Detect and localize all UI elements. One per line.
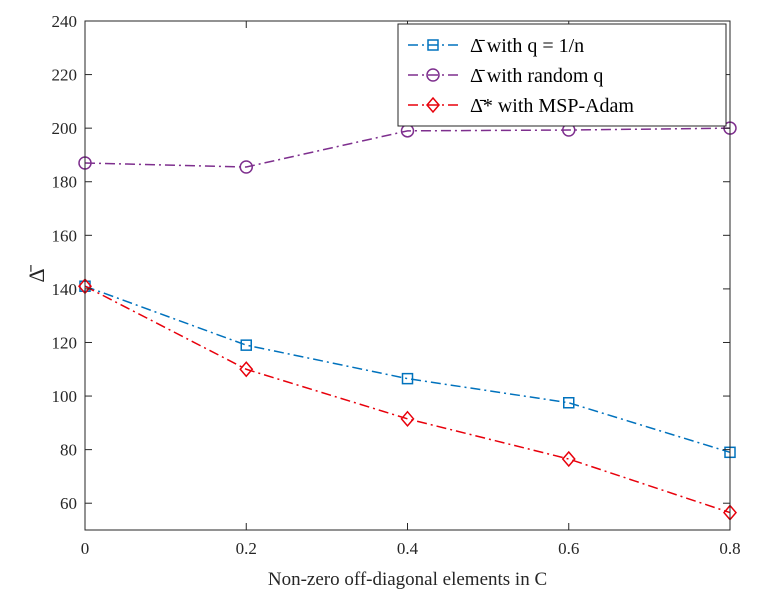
legend-item: Δ̄ with random q	[408, 65, 603, 87]
y-tick-label: 240	[52, 12, 78, 31]
legend-label: Δ̄ with q = 1/n	[470, 35, 584, 57]
series-line	[84, 285, 731, 454]
x-tick-label: 0.4	[397, 539, 419, 558]
y-tick-label: 200	[52, 119, 78, 138]
x-axis-label: Non-zero off-diagonal elements in C	[268, 569, 547, 590]
legend-marker-square	[427, 39, 439, 51]
y-tick-label: 160	[52, 226, 78, 245]
data-point-circle	[239, 160, 253, 174]
legend-label: Δ̄ with random q	[470, 65, 603, 87]
series-line	[84, 285, 731, 514]
y-tick-label: 120	[52, 333, 78, 352]
legend-marker-circle	[426, 68, 440, 82]
data-point-square	[401, 372, 414, 385]
x-tick-label: 0.6	[558, 539, 579, 558]
data-point-diamond	[400, 410, 415, 427]
series-line	[84, 127, 731, 168]
y-tick-label: 220	[52, 66, 78, 85]
data-point-diamond	[239, 361, 254, 378]
series-layer	[78, 121, 737, 521]
legend-marker-diamond	[426, 96, 440, 114]
data-point-square	[563, 397, 575, 409]
legend-item: Δ̄ with q = 1/n	[408, 35, 584, 57]
series-2	[78, 121, 737, 174]
y-tick-label: 60	[60, 494, 77, 513]
legend-label: Δ̄* with MSP-Adam	[470, 95, 634, 117]
y-axis-ticks: 60 80 100 120 140 160 180 200 220 240	[52, 12, 730, 513]
legend-item: Δ̄* with MSP-Adam	[408, 95, 634, 117]
data-point-square	[240, 339, 252, 351]
y-axis-label: Δ̄	[24, 264, 49, 282]
x-tick-label: 0.8	[719, 539, 740, 558]
data-point-diamond	[561, 450, 576, 468]
y-tick-label: 80	[60, 441, 77, 460]
x-tick-label: 0.2	[236, 539, 257, 558]
y-tick-label: 180	[52, 173, 78, 192]
y-tick-label: 100	[52, 387, 78, 406]
legend: Δ̄ with q = 1/n Δ̄ with random q Δ̄* with …	[397, 23, 727, 127]
x-tick-label: 0	[81, 539, 90, 558]
y-tick-label: 140	[52, 280, 78, 299]
